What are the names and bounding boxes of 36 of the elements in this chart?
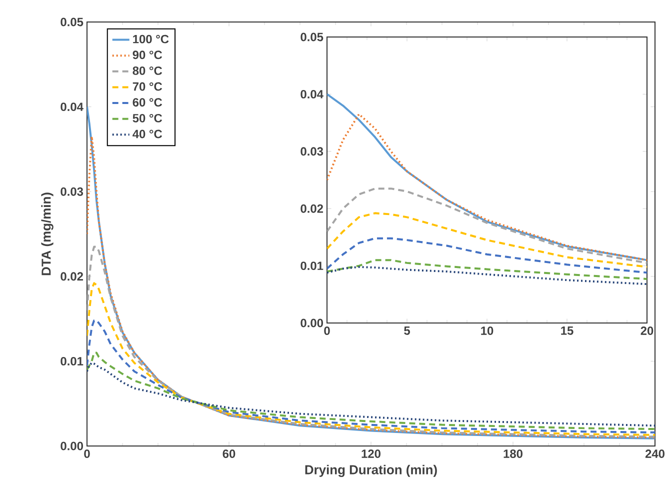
legend-label: 40 °C <box>132 130 162 138</box>
legend-label: 50 °C <box>132 114 162 122</box>
x-tick-label: 60 <box>222 450 236 458</box>
y-tick-label: 0.00 <box>60 442 83 450</box>
legend-label: 90 °C <box>132 50 162 60</box>
y-tick-label: 0.04 <box>60 102 84 112</box>
line-series <box>87 319 656 434</box>
x-tick-label: 180 <box>504 450 522 458</box>
line-series <box>327 237 648 274</box>
x-tick-label: 15 <box>561 326 574 335</box>
x-tick-label: 5 <box>404 326 410 335</box>
legend-label: 70 °C <box>132 82 162 91</box>
x-tick-label: 240 <box>645 450 664 458</box>
y-tick-label: 0.02 <box>60 272 83 281</box>
line-series <box>327 188 648 264</box>
y-tick-label: 0.05 <box>300 32 324 42</box>
y-tick-label: 0.01 <box>60 356 84 366</box>
line-series <box>87 282 656 436</box>
line-series <box>327 259 648 280</box>
x-tick-label: 20 <box>640 326 654 335</box>
x-axis-title: Drying Duration (min) <box>305 464 437 477</box>
y-tick-label: 0.02 <box>300 204 324 213</box>
legend-label: 60 °C <box>132 98 162 107</box>
y-tick-label: 0.01 <box>300 262 324 270</box>
y-tick-label: 0.05 <box>60 18 84 26</box>
x-tick-label: 0 <box>324 326 330 335</box>
x-tick-label: 120 <box>362 450 380 458</box>
legend-label: 100 °C <box>133 34 169 44</box>
y-tick-label: 0.03 <box>60 187 84 196</box>
y-axis-title: DTA (mg/min) <box>41 192 54 276</box>
x-tick-label: 10 <box>481 326 494 335</box>
y-tick-label: 0.00 <box>300 318 323 328</box>
y-tick-label: 0.03 <box>300 147 324 156</box>
y-tick-label: 0.04 <box>300 90 324 98</box>
legend-label: 80 °C <box>132 66 162 75</box>
x-tick-label: 0 <box>84 450 90 458</box>
